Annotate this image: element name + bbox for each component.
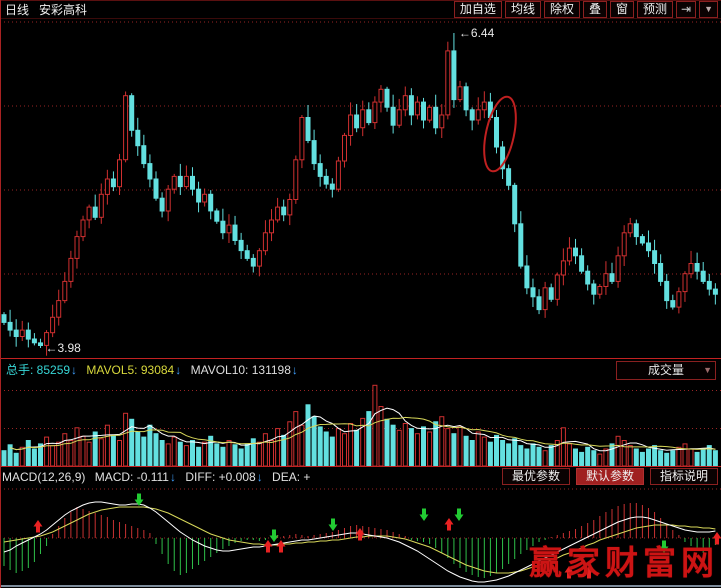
turnover-value: 总手: 85259 xyxy=(6,363,71,377)
down-arrow-icon: ↓ xyxy=(256,470,263,484)
jump-to-end-icon[interactable]: ⇥ xyxy=(676,0,697,18)
price-low-label: ←3.98 xyxy=(45,341,81,355)
down-arrow-icon: ↓ xyxy=(169,470,176,484)
sell-arrow-icon xyxy=(454,508,464,521)
toolbar: 日线 安彩高科 加自选 均线 除权 叠 窗 预测 ⇥ ▼ xyxy=(0,0,721,19)
indicator-selector[interactable]: 成交量 ▼ xyxy=(616,361,716,380)
watermark: 赢家财富网 xyxy=(529,546,719,582)
mavol5-line xyxy=(9,407,716,452)
buy-arrow-icon xyxy=(355,528,365,541)
optimal-params-button[interactable]: 最优参数 xyxy=(501,468,570,485)
down-arrow-icon: ↓ xyxy=(291,363,298,377)
chevron-down-icon: ▼ xyxy=(703,365,712,375)
macd-chart xyxy=(0,488,721,583)
down-arrow-icon: ↓ xyxy=(175,363,182,377)
indicator-selector-label: 成交量 xyxy=(647,363,684,377)
volume-header: 总手: 85259↓ MAVOL5: 93084↓ MAVOL10: 13119… xyxy=(0,360,721,380)
ma-button[interactable]: 均线 xyxy=(504,0,541,18)
diff-value: DIFF: +0.008 xyxy=(185,470,256,484)
sell-arrow-icon xyxy=(269,529,279,542)
sell-arrow-icon xyxy=(659,540,669,553)
macd-indicator-name: MACD(12,26,9) xyxy=(2,470,86,484)
buy-arrow-icon xyxy=(584,566,594,579)
chevron-down-icon[interactable]: ▼ xyxy=(699,0,718,18)
buy-arrow-icon xyxy=(712,532,721,545)
buy-arrow-icon xyxy=(444,518,454,531)
stock-name: 安彩高科 xyxy=(39,2,88,17)
sell-arrow-icon xyxy=(134,493,144,506)
macd-header: MACD(12,26,9) MACD: -0.111↓ DIFF: +0.008… xyxy=(0,468,721,486)
ex-rights-button[interactable]: 除权 xyxy=(543,0,580,18)
down-arrow-icon: ↓ xyxy=(71,363,78,377)
kline-chart: ←6.44 ←3.98 xyxy=(0,21,721,359)
period-label[interactable]: 日线 xyxy=(5,2,30,17)
volume-chart xyxy=(0,384,721,467)
mavol5-value: MAVOL5: 93084 xyxy=(86,363,175,377)
candles xyxy=(1,33,718,356)
buy-arrow-icon xyxy=(276,540,286,553)
add-watchlist-button[interactable]: 加自选 xyxy=(453,0,502,18)
default-params-button[interactable]: 默认参数 xyxy=(575,468,644,485)
top-hairline xyxy=(0,0,721,1)
forecast-button[interactable]: 预测 xyxy=(637,0,674,18)
overlay-button[interactable]: 叠 xyxy=(582,0,607,18)
indicator-help-button[interactable]: 指标说明 xyxy=(649,468,718,485)
macd-value: MACD: -0.111 xyxy=(94,470,169,484)
macd-buttons: 最优参数 默认参数 指标说明 xyxy=(496,468,718,485)
left-border-line xyxy=(0,0,1,588)
buy-arrow-icon xyxy=(564,566,574,579)
mavol10-value: MAVOL10: 131198 xyxy=(190,363,291,377)
window-button[interactable]: 窗 xyxy=(609,0,634,18)
bottom-border-line xyxy=(0,585,721,587)
price-high-label: ←6.44 xyxy=(459,26,495,40)
buy-arrow-icon xyxy=(33,520,43,533)
sell-arrow-icon xyxy=(419,508,429,521)
buy-arrow-icon xyxy=(263,540,273,553)
mavol10-line xyxy=(9,416,716,451)
sell-arrow-icon xyxy=(328,518,338,531)
sell-circle-annotation xyxy=(483,95,517,173)
dea-value: DEA: + xyxy=(272,470,311,484)
